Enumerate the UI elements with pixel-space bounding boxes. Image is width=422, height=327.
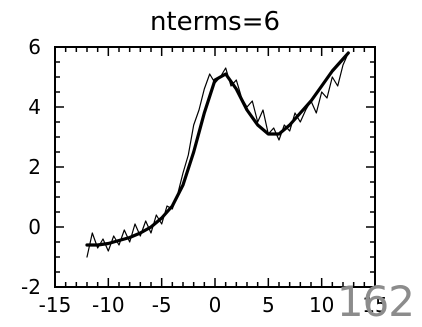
x-tick-label: 0	[209, 293, 222, 317]
series-layer	[85, 51, 350, 258]
plot-frame	[54, 46, 376, 288]
y-axis-labels: -2 0 2 4 6	[21, 35, 41, 299]
y-tick-label: 0	[28, 215, 41, 239]
x-tick-label: 10	[309, 293, 334, 317]
x-tick-label: -5	[152, 293, 172, 317]
fit-line	[85, 51, 350, 247]
y-tick-label: -2	[21, 275, 41, 299]
page-number: 162	[336, 277, 415, 326]
y-tick-label: 6	[28, 35, 41, 59]
x-axis-labels: -15 -10 -5 0 5 10 15	[39, 293, 388, 317]
x-tick-label: -15	[39, 293, 72, 317]
chart-title: nterms=6	[150, 7, 280, 37]
y-tick-label: 4	[28, 95, 41, 119]
x-tick-label: 15	[362, 293, 387, 317]
x-tick-label: -10	[92, 293, 125, 317]
x-tick-label: 5	[262, 293, 275, 317]
data-line	[86, 52, 349, 258]
y-tick-label: 2	[28, 155, 41, 179]
